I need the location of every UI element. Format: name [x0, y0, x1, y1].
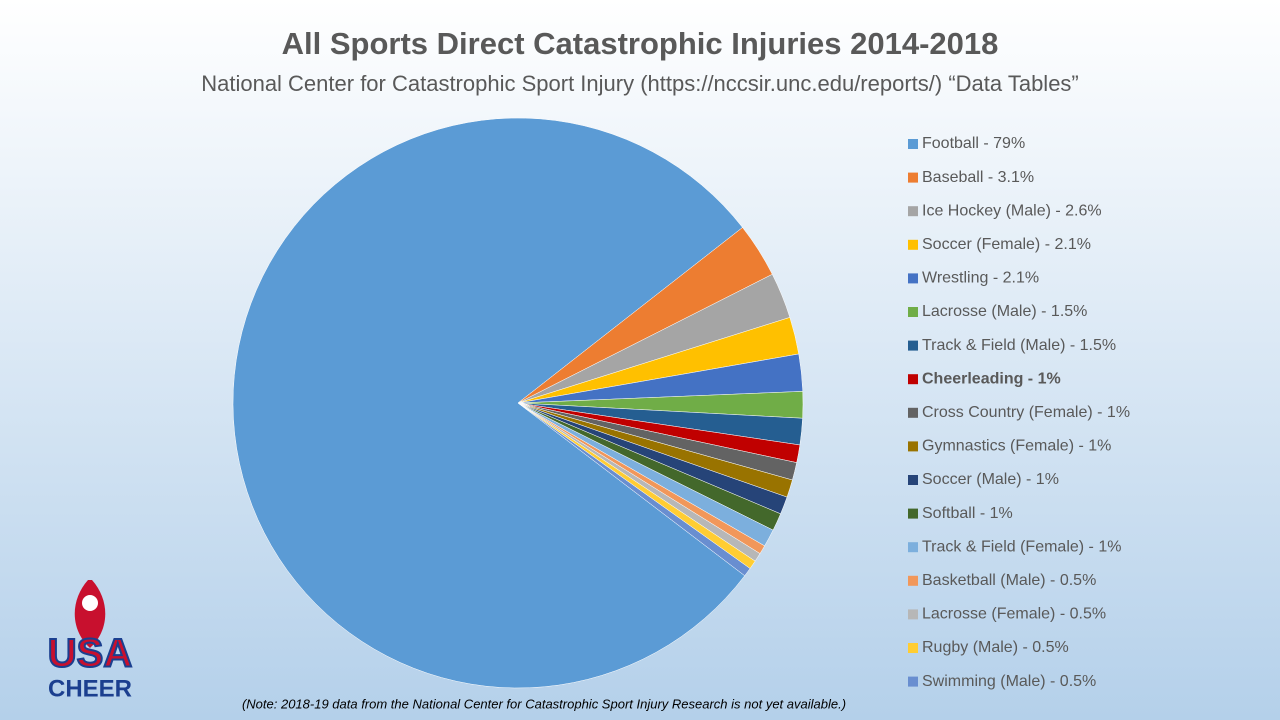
logo-text: USA	[48, 632, 132, 676]
logo-text: CHEER	[48, 675, 132, 702]
note: (Note: 2018-19 data from the National Ce…	[242, 696, 846, 711]
legend-label: Cross Country (Female) - 1%	[922, 404, 1130, 421]
legend-swatch	[908, 609, 918, 620]
logo-figure	[74, 580, 106, 648]
legend-swatch	[908, 206, 918, 217]
legend-label: Softball - 1%	[922, 505, 1013, 522]
legend-swatch	[908, 575, 918, 586]
legend-swatch	[908, 307, 918, 317]
legend-swatch	[908, 441, 918, 452]
legend-swatch	[908, 273, 918, 284]
legend-label: Lacrosse (Male) - 1.5%	[922, 303, 1087, 320]
legend-label: Wrestling - 2.1%	[922, 270, 1039, 287]
legend-swatch	[908, 374, 918, 385]
legend-swatch	[908, 676, 918, 687]
legend-swatch	[908, 407, 918, 418]
legend-swatch	[908, 340, 918, 351]
chart-subtitle: National Center for Catastrophic Sport I…	[201, 71, 1079, 96]
chart-title: All Sports Direct Catastrophic Injuries …	[282, 26, 999, 61]
legend-label: Ice Hockey (Male) - 2.6%	[922, 202, 1102, 219]
legend-swatch	[908, 172, 918, 183]
pie-slice	[232, 117, 746, 689]
legend-label: Lacrosse (Female) - 0.5%	[922, 606, 1106, 623]
legend-swatch	[908, 542, 918, 553]
legend-swatch	[908, 139, 918, 149]
pie	[232, 117, 804, 689]
legend-swatch	[908, 508, 918, 519]
legend-label: Soccer (Female) - 2.1%	[922, 236, 1091, 253]
legend-label: Basketball (Male) - 0.5%	[922, 572, 1096, 589]
legend-label: Football - 79%	[922, 135, 1025, 152]
legend-label: Soccer (Male) - 1%	[922, 471, 1059, 488]
legend-label: Swimming (Male) - 0.5%	[922, 673, 1096, 690]
legend: Football - 79% Baseball - 3.1% Ice Hockey …	[908, 135, 1130, 690]
legend-swatch	[908, 475, 918, 485]
legend-label: Baseball - 3.1%	[922, 169, 1034, 186]
legend-label: Gymnastics (Female) - 1%	[922, 438, 1111, 455]
legend-swatch	[908, 239, 918, 250]
legend-swatch	[908, 643, 918, 653]
logo: USA CHEER	[47, 580, 133, 702]
logo-head	[82, 595, 98, 611]
legend-label: Cheerleading - 1%	[922, 370, 1061, 387]
pie-slice	[517, 402, 751, 577]
legend-label: Track & Field (Male) - 1.5%	[922, 337, 1116, 354]
legend-label: Track & Field (Female) - 1%	[922, 538, 1121, 555]
legend-label: Rugby (Male) - 0.5%	[922, 639, 1069, 656]
